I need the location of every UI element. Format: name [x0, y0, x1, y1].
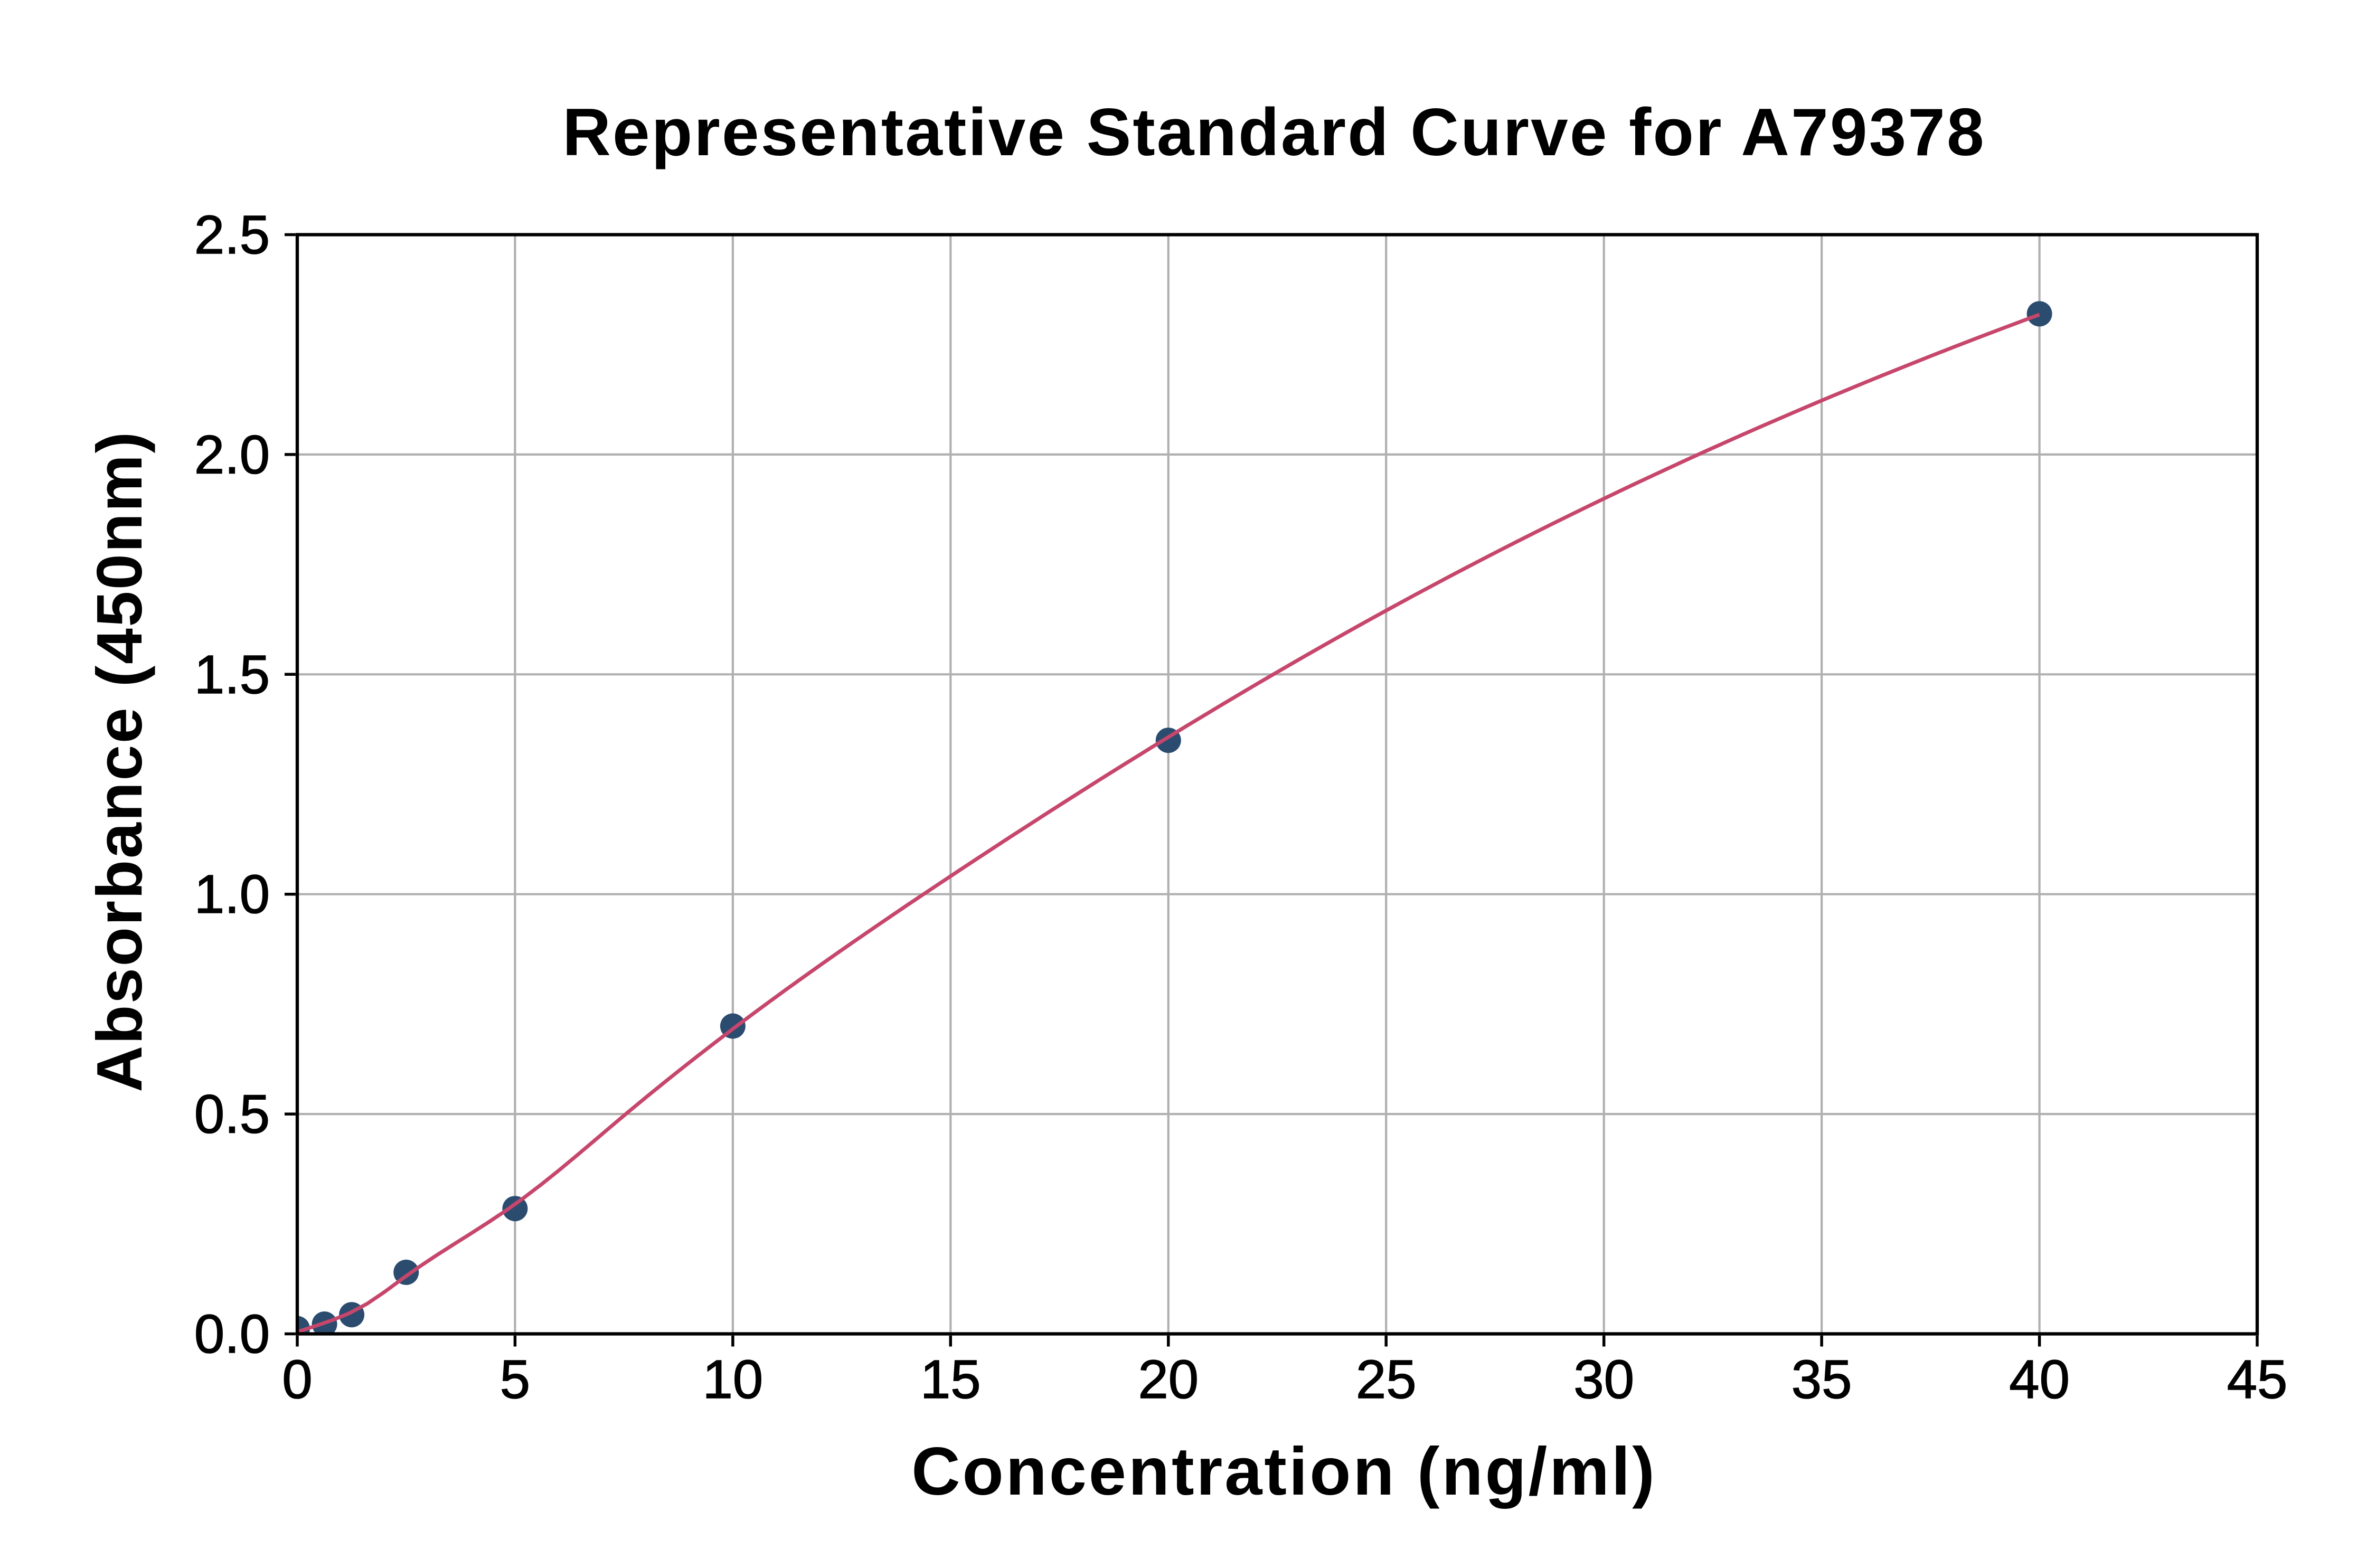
- svg-text:15: 15: [920, 1349, 981, 1410]
- svg-text:35: 35: [1792, 1349, 1852, 1410]
- svg-text:1.0: 1.0: [194, 864, 270, 924]
- svg-text:2.0: 2.0: [194, 424, 270, 485]
- svg-text:1.5: 1.5: [194, 644, 270, 705]
- svg-text:25: 25: [1356, 1349, 1417, 1410]
- svg-text:30: 30: [1573, 1349, 1634, 1410]
- svg-text:40: 40: [2009, 1349, 2070, 1410]
- svg-text:20: 20: [1138, 1349, 1199, 1410]
- svg-text:2.5: 2.5: [194, 204, 270, 265]
- svg-text:0.5: 0.5: [194, 1084, 270, 1145]
- svg-text:Concentration (ng/ml): Concentration (ng/ml): [911, 1434, 1657, 1509]
- svg-text:10: 10: [703, 1349, 763, 1410]
- svg-text:Absorbance (450nm): Absorbance (450nm): [83, 430, 155, 1092]
- svg-text:0.0: 0.0: [194, 1303, 270, 1364]
- svg-text:5: 5: [500, 1349, 530, 1410]
- svg-text:0: 0: [282, 1349, 312, 1410]
- svg-text:45: 45: [2227, 1349, 2288, 1410]
- svg-text:Representative Standard Curve: Representative Standard Curve for A79378: [562, 95, 1986, 169]
